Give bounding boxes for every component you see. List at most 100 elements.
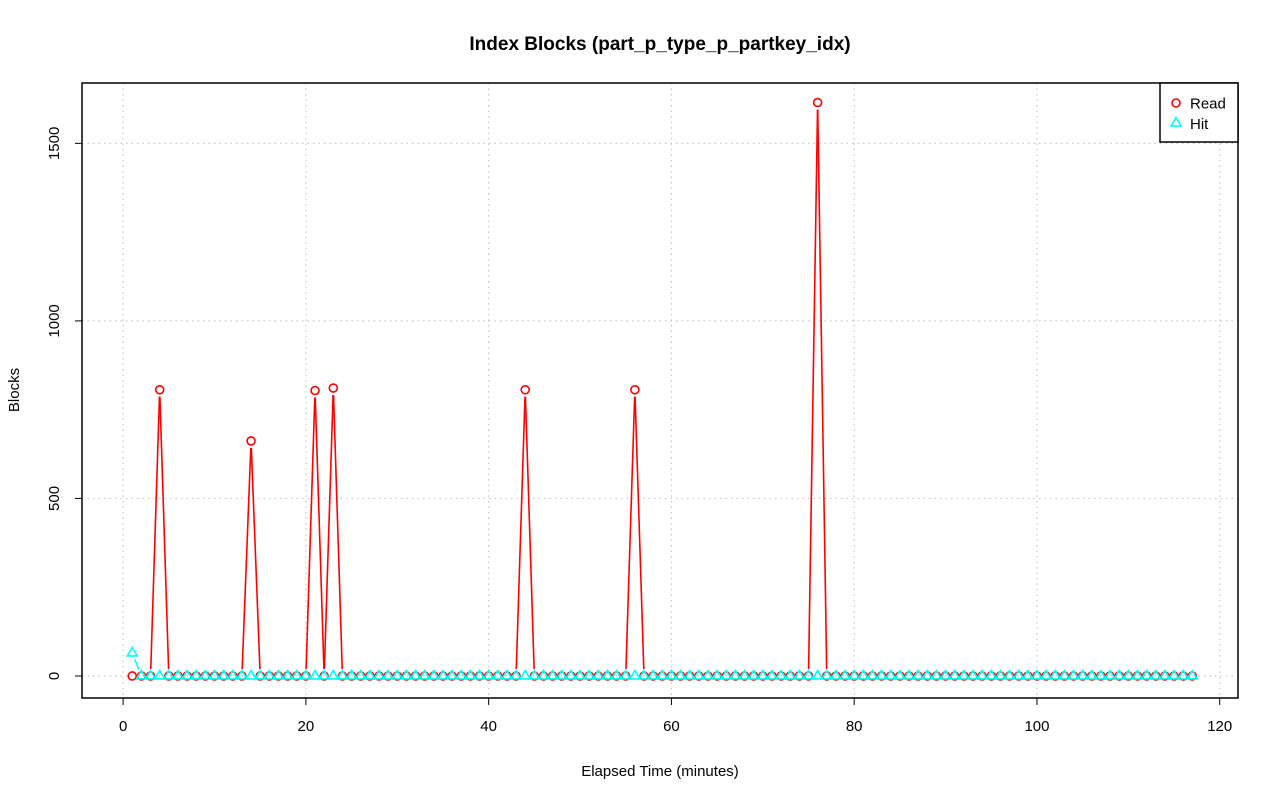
hit-point <box>738 668 751 680</box>
hit-point <box>665 668 678 680</box>
read-line-segment <box>241 447 252 670</box>
hit-point <box>491 668 505 680</box>
hit-point <box>802 668 815 680</box>
hit-point <box>253 668 267 680</box>
y-tick-label: 1500 <box>46 127 63 160</box>
legend-hit-marker <box>1169 115 1183 127</box>
hit-point <box>518 668 532 680</box>
hit-point <box>354 668 368 680</box>
read-line-segment <box>816 109 828 669</box>
hit-point <box>125 645 139 657</box>
hit-point <box>555 668 569 680</box>
hit-point <box>646 668 660 680</box>
hit-point <box>1158 668 1172 680</box>
hit-point <box>674 668 687 680</box>
hit-point <box>756 668 770 680</box>
read-line-segment <box>332 394 344 670</box>
hit-point <box>637 668 651 680</box>
grid <box>82 83 1238 698</box>
hit-point <box>1103 668 1117 680</box>
read-line-segment <box>250 447 261 670</box>
hit-point <box>619 668 633 680</box>
legend-hit-label: Hit <box>1190 116 1209 133</box>
hit-point <box>463 668 477 680</box>
x-tick-label: 80 <box>846 718 863 735</box>
hit-point <box>308 668 322 680</box>
hit-point <box>582 668 596 680</box>
legend-box <box>1159 82 1239 143</box>
read-line-segment <box>314 397 325 670</box>
hit-point <box>144 668 157 680</box>
hit-point <box>1057 668 1071 680</box>
read-point <box>127 671 138 681</box>
hit-point <box>765 668 779 680</box>
legend-read-marker <box>1171 98 1181 108</box>
hit-point <box>1048 668 1062 680</box>
hit-point <box>244 668 258 680</box>
hit-point <box>162 668 176 680</box>
hit-point <box>208 668 221 680</box>
hit-point <box>527 668 541 680</box>
x-axis-label: Elapsed Time (minutes) <box>581 763 739 780</box>
hit-point <box>299 668 313 680</box>
hit-point <box>783 668 797 680</box>
hit-point <box>1039 668 1053 680</box>
x-tick-label: 60 <box>663 718 680 735</box>
hit-point <box>1012 668 1026 680</box>
hit-point <box>345 668 358 680</box>
hit-point <box>564 668 578 680</box>
hit-point <box>811 668 825 680</box>
read-line-segment <box>524 396 535 670</box>
hit-point <box>381 668 395 680</box>
hit-point <box>683 668 697 680</box>
hit-point <box>454 668 468 680</box>
hit-point <box>1167 668 1181 680</box>
x-tick-label: 0 <box>119 718 127 735</box>
hit-point <box>1112 668 1126 680</box>
hit-point <box>281 668 295 680</box>
hit-point <box>372 668 386 680</box>
hit-point <box>198 668 212 680</box>
read-point <box>520 384 531 395</box>
hit-point <box>290 668 304 680</box>
y-tick-label: 0 <box>46 672 63 680</box>
series-read <box>127 97 1198 681</box>
hit-point <box>418 668 432 680</box>
hit-point <box>920 668 934 680</box>
axes: 0 20 40 60 80 100 120 0 500 1000 1500 <box>46 127 1232 735</box>
hit-point <box>728 668 742 680</box>
hit-point <box>939 668 952 680</box>
hit-point <box>994 668 1007 680</box>
x-tick-label: 20 <box>298 718 315 735</box>
read-line-segment <box>159 396 170 670</box>
hit-point <box>701 668 715 680</box>
hit-point <box>1121 668 1135 680</box>
hit-point <box>975 668 989 680</box>
hit-point <box>1131 668 1144 680</box>
hit-point <box>1176 668 1190 680</box>
hit-point <box>473 668 486 680</box>
hit-point <box>482 668 496 680</box>
hit-point <box>719 668 733 680</box>
read-line-segment <box>323 394 334 670</box>
hit-point <box>235 668 249 680</box>
hit-point <box>1021 668 1035 680</box>
hit-point <box>774 668 788 680</box>
hit-point <box>400 668 413 680</box>
hit-point <box>610 668 623 680</box>
hit-point <box>930 668 943 680</box>
plot-frame <box>81 82 1239 699</box>
x-tick-label: 120 <box>1207 718 1232 735</box>
chart-title: Index Blocks (part_p_type_p_partkey_idx) <box>469 34 850 55</box>
hit-point <box>591 668 605 680</box>
hit-point <box>1149 668 1163 680</box>
hit-point <box>171 668 185 680</box>
hit-point <box>875 668 889 680</box>
read-point <box>246 436 256 446</box>
hit-point <box>1067 668 1080 680</box>
y-tick-label: 500 <box>46 486 63 511</box>
hit-point <box>948 668 962 680</box>
series-hit <box>125 645 1199 680</box>
hit-point <box>317 668 331 680</box>
hit-line-segment <box>134 659 140 670</box>
